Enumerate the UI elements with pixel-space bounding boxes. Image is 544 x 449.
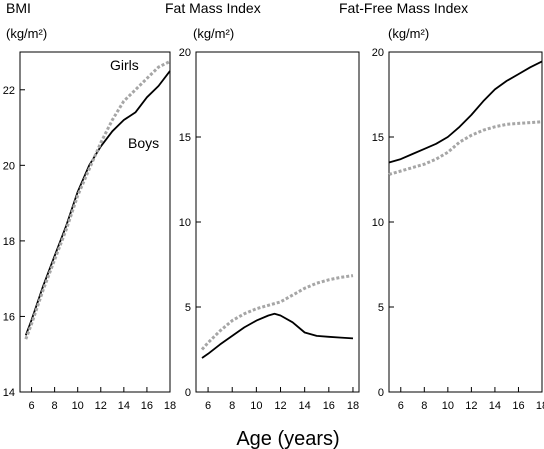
series-line-boys (201, 312, 354, 359)
y-tick-label: 5 (378, 302, 384, 314)
x-tick-label: 8 (52, 400, 58, 412)
x-tick-label: 18 (164, 400, 176, 412)
x-tick-label: 18 (347, 400, 359, 412)
y-tick-label: 20 (179, 47, 191, 59)
y-tick-label: 15 (372, 132, 384, 144)
y-tick-label: 10 (179, 217, 191, 229)
plot-area: 14 16 18 20 22 6 8 10 12 14 16 18 Girls Boys (3, 51, 176, 412)
y-tick-label: 10 (372, 217, 384, 229)
x-tick-label: 8 (229, 400, 235, 412)
x-tick-label: 16 (141, 400, 153, 412)
panel-fat-mass-index: Fat Mass Index (kg/m²) 0 5 10 15 20 6 8 10 12 14 1… (165, 0, 360, 412)
x-tick-label: 6 (205, 400, 211, 412)
x-tick-label: 10 (442, 400, 454, 412)
y-tick-label: 5 (185, 302, 191, 314)
panel-title: Fat Mass Index (165, 0, 261, 16)
plot-area: 0 5 10 15 20 6 8 10 12 14 16 18 (372, 47, 544, 412)
y-axis-unit: (kg/m²) (6, 26, 47, 41)
y-tick-label: 0 (378, 387, 384, 399)
x-tick-label: 6 (398, 400, 404, 412)
x-tick-label: 6 (28, 400, 34, 412)
x-tick-label: 16 (512, 400, 524, 412)
x-tick-label: 16 (323, 400, 335, 412)
panel-title: BMI (6, 0, 31, 16)
panel-fat-free-mass-index: Fat-Free Mass Index (kg/m²) 0 5 10 15 20 6 8 10… (339, 0, 544, 412)
plot-frame (388, 51, 543, 393)
y-tick-label: 16 (3, 311, 15, 323)
x-tick-label: 10 (72, 400, 84, 412)
y-tick-label: 22 (3, 85, 15, 97)
x-tick-label: 12 (465, 400, 477, 412)
x-tick-label: 12 (274, 400, 286, 412)
x-tick-label: 18 (536, 400, 544, 412)
series-line-girls (24, 60, 171, 340)
y-tick-label: 18 (3, 236, 15, 248)
series-line-girls (388, 120, 543, 176)
series-line-boys (24, 70, 171, 336)
x-tick-label: 14 (299, 400, 311, 412)
series-annotation-boys: Boys (128, 135, 159, 151)
x-tick-label: 10 (250, 400, 262, 412)
y-tick-label: 14 (3, 387, 15, 399)
x-tick-label: 14 (489, 400, 501, 412)
plot-frame (195, 51, 360, 393)
x-axis-label: Age (years) (236, 428, 339, 449)
series-annotation-girls: Girls (110, 57, 139, 73)
x-tick-label: 14 (118, 400, 130, 412)
y-tick-label: 20 (3, 160, 15, 172)
series-line-boys (388, 60, 543, 164)
plot-frame (19, 51, 171, 393)
y-axis-unit: (kg/m²) (388, 26, 429, 41)
series-line-girls (200, 274, 354, 351)
panel-bmi: BMI (kg/m²) 14 16 18 20 22 6 8 10 12 14 16 18 Girls B… (3, 0, 176, 412)
x-tick-label: 12 (95, 400, 107, 412)
x-tick-label: 8 (421, 400, 427, 412)
panel-title: Fat-Free Mass Index (339, 0, 468, 16)
y-axis-unit: (kg/m²) (193, 26, 234, 41)
y-tick-label: 0 (185, 387, 191, 399)
plot-area: 0 5 10 15 20 6 8 10 12 14 16 18 (179, 47, 360, 412)
y-tick-label: 20 (372, 47, 384, 59)
y-tick-label: 15 (179, 132, 191, 144)
